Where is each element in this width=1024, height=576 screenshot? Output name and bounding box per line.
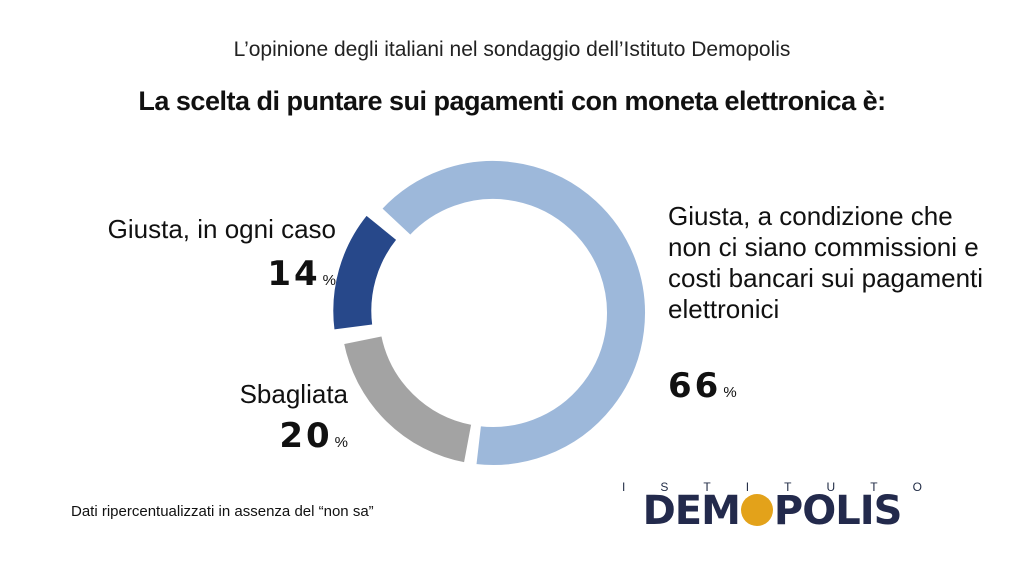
value-14-number: 14 <box>267 254 321 294</box>
logo-letter: O <box>912 480 922 494</box>
label-giusta-ogni-caso: Giusta, in ogni caso <box>107 214 336 244</box>
value-66-pct: % <box>723 384 737 401</box>
value-20-number: 20 <box>279 416 333 456</box>
value-14-pct: % <box>322 272 336 289</box>
logo-letter: T <box>784 480 792 494</box>
logo-letter: U <box>826 480 836 494</box>
slice-giusta-condizione <box>379 159 647 467</box>
logo-o-circle <box>740 494 773 526</box>
value-14: 14% <box>267 254 336 294</box>
logo-polis: POLIS <box>773 488 902 534</box>
value-66: 66% <box>668 366 737 406</box>
demopolis-logo: I S T I T U T O DEM POLIS <box>622 480 922 542</box>
slice-giusta-ogni-caso <box>331 213 399 332</box>
logo-letter: I <box>745 480 750 494</box>
logo-wordmark: DEM POLIS <box>622 488 922 534</box>
value-66-number: 66 <box>668 366 722 406</box>
logo-letter: S <box>660 480 669 494</box>
logo-dem: DEM <box>642 488 741 534</box>
logo-letter: T <box>703 480 711 494</box>
logo-letter: T <box>870 480 878 494</box>
footnote: Dati ripercentualizzati in assenza del “… <box>71 503 374 520</box>
value-20-pct: % <box>334 434 348 451</box>
slice-sbagliata <box>341 334 474 465</box>
logo-letter: I <box>622 480 626 494</box>
chart-title: La scelta di puntare sui pagamenti con m… <box>138 86 886 116</box>
label-sbagliata: Sbagliata <box>239 379 348 409</box>
subtitle: L’opinione degli italiani nel sondaggio … <box>233 38 791 61</box>
value-20: 20% <box>279 416 348 456</box>
label-giusta-condizione: Giusta, a condizione che non ci siano co… <box>668 201 984 324</box>
